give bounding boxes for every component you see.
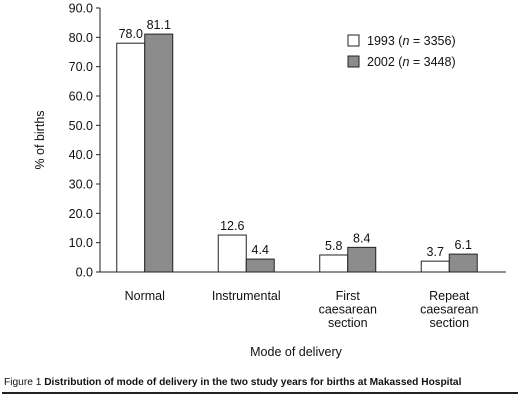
- caption-rule: [2, 392, 518, 394]
- bar: [144, 33, 174, 273]
- data-label: 8.4: [353, 231, 370, 245]
- x-tick-label: Repeat: [429, 289, 470, 303]
- data-label: 81.1: [147, 18, 171, 32]
- bar: [245, 258, 275, 273]
- x-tick-label: section: [328, 316, 368, 330]
- x-tick-label: Instrumental: [212, 289, 281, 303]
- x-tick-label: caesarean: [319, 303, 377, 317]
- x-tick-label: First: [336, 289, 361, 303]
- figure-caption: Figure 1 Distribution of mode of deliver…: [4, 377, 520, 389]
- data-label: 4.4: [252, 243, 269, 257]
- y-tick-label: 90.0: [69, 2, 93, 16]
- bar: [347, 246, 377, 273]
- bar: [420, 260, 450, 273]
- y-tick-label: 0.0: [76, 266, 93, 280]
- y-tick-label: 40.0: [69, 148, 93, 162]
- legend-swatch: [347, 34, 360, 47]
- bar: [116, 42, 146, 273]
- figure-caption-prefix: Figure 1: [4, 377, 45, 388]
- y-tick-label: 10.0: [69, 236, 93, 250]
- x-axis-label: Mode of delivery: [250, 345, 342, 359]
- data-label: 5.8: [325, 239, 342, 253]
- legend-swatch: [347, 55, 360, 68]
- x-tick-label: section: [429, 316, 469, 330]
- legend-label: 1993 (n = 3356): [367, 34, 456, 48]
- y-tick-label: 30.0: [69, 178, 93, 192]
- bar-chart: 0.0 10.0 20.0 30.0 40.0 50.0 60.0 70.0 80.0 90.0%…: [33, 2, 506, 359]
- x-tick-label: caesarean: [420, 303, 478, 317]
- data-label: 6.1: [455, 238, 472, 252]
- y-axis-label: % of births: [33, 110, 47, 169]
- bar: [448, 253, 478, 273]
- y-tick-label: 50.0: [69, 119, 93, 133]
- y-tick-label: 20.0: [69, 207, 93, 221]
- x-tick-label: Normal: [125, 289, 165, 303]
- bar: [217, 234, 247, 273]
- figure-caption-text: Distribution of mode of delivery in the …: [44, 377, 462, 388]
- y-tick-label: 70.0: [69, 60, 93, 74]
- data-label: 12.6: [220, 219, 244, 233]
- data-label: 3.7: [427, 245, 444, 259]
- bar: [319, 254, 349, 273]
- y-tick-label: 80.0: [69, 31, 93, 45]
- data-label: 78.0: [119, 27, 143, 41]
- y-tick-label: 60.0: [69, 90, 93, 104]
- legend-label: 2002 (n = 3448): [367, 55, 456, 69]
